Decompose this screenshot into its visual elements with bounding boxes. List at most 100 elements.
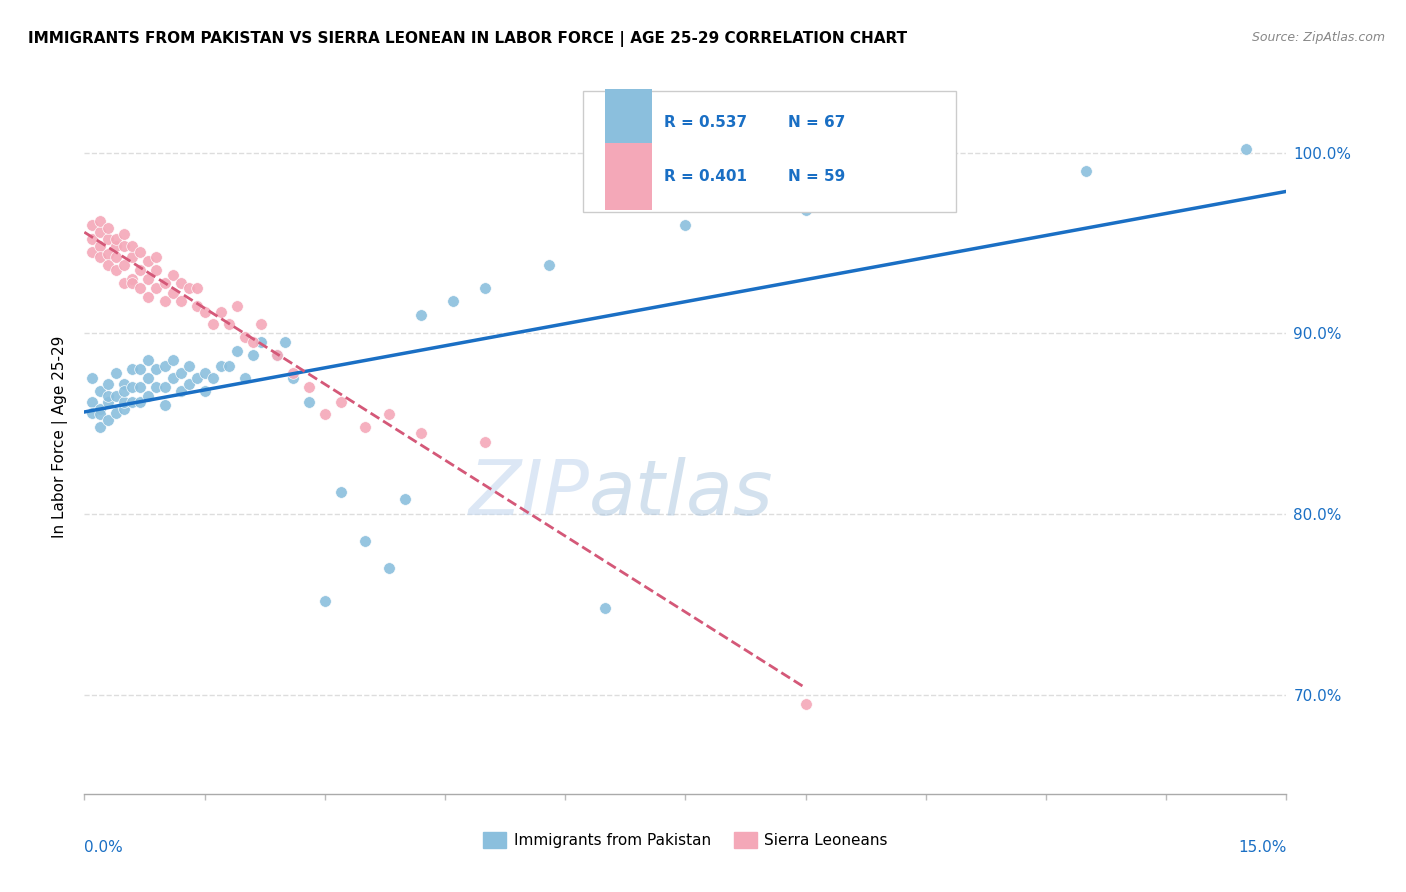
- Text: N = 59: N = 59: [787, 169, 845, 184]
- Point: [114, 258, 135, 272]
- Point: [138, 389, 160, 403]
- Point: [114, 239, 135, 253]
- Point: [281, 366, 304, 380]
- Point: [82, 406, 104, 420]
- Point: [105, 366, 128, 380]
- Point: [129, 281, 152, 295]
- Point: [138, 290, 160, 304]
- Point: [169, 293, 191, 308]
- Point: [329, 395, 352, 409]
- Point: [82, 218, 104, 232]
- Point: [474, 434, 496, 449]
- Point: [145, 380, 167, 394]
- Point: [82, 244, 104, 259]
- Point: [114, 276, 135, 290]
- Point: [194, 384, 217, 398]
- Point: [209, 304, 232, 318]
- Point: [114, 384, 135, 398]
- Point: [129, 362, 152, 376]
- Point: [177, 359, 200, 373]
- Point: [266, 348, 288, 362]
- Point: [89, 402, 111, 417]
- Point: [114, 227, 135, 241]
- Point: [129, 395, 152, 409]
- Point: [114, 395, 135, 409]
- Point: [194, 366, 217, 380]
- Point: [138, 254, 160, 268]
- Point: [105, 263, 128, 277]
- Point: [266, 348, 288, 362]
- Point: [97, 232, 120, 246]
- Text: atlas: atlas: [589, 458, 773, 531]
- Point: [105, 406, 128, 420]
- Point: [675, 218, 697, 232]
- FancyBboxPatch shape: [605, 89, 652, 156]
- Point: [138, 272, 160, 286]
- Point: [242, 348, 264, 362]
- Point: [145, 263, 167, 277]
- Y-axis label: In Labor Force | Age 25-29: In Labor Force | Age 25-29: [52, 336, 69, 538]
- Point: [225, 344, 247, 359]
- Point: [409, 308, 432, 322]
- Point: [89, 420, 111, 434]
- Point: [249, 317, 271, 331]
- Point: [915, 186, 938, 200]
- Point: [409, 425, 432, 440]
- Point: [162, 371, 184, 385]
- Point: [121, 239, 143, 253]
- Point: [298, 380, 321, 394]
- Point: [89, 214, 111, 228]
- Point: [114, 402, 135, 417]
- FancyBboxPatch shape: [583, 91, 956, 212]
- Point: [105, 239, 128, 253]
- Point: [121, 395, 143, 409]
- Point: [97, 413, 120, 427]
- Point: [441, 293, 464, 308]
- Point: [162, 353, 184, 368]
- Point: [82, 395, 104, 409]
- Point: [474, 281, 496, 295]
- Point: [89, 225, 111, 239]
- Point: [129, 244, 152, 259]
- Point: [162, 286, 184, 301]
- Text: ZIP: ZIP: [468, 458, 589, 531]
- Point: [329, 485, 352, 500]
- Point: [201, 371, 224, 385]
- Point: [121, 272, 143, 286]
- Point: [209, 359, 232, 373]
- Text: N = 67: N = 67: [787, 115, 845, 130]
- Point: [153, 359, 176, 373]
- Point: [314, 593, 336, 607]
- Point: [89, 250, 111, 264]
- Point: [233, 330, 256, 344]
- Point: [129, 380, 152, 394]
- Point: [794, 203, 817, 218]
- Point: [97, 376, 120, 391]
- Point: [114, 376, 135, 391]
- Point: [89, 408, 111, 422]
- Point: [194, 304, 217, 318]
- Point: [145, 362, 167, 376]
- Point: [169, 276, 191, 290]
- Text: 0.0%: 0.0%: [84, 840, 124, 855]
- Point: [153, 380, 176, 394]
- Point: [138, 353, 160, 368]
- Point: [186, 371, 208, 385]
- Point: [89, 384, 111, 398]
- Point: [298, 395, 321, 409]
- Point: [138, 371, 160, 385]
- Point: [153, 276, 176, 290]
- FancyBboxPatch shape: [605, 143, 652, 211]
- Point: [378, 408, 401, 422]
- Point: [225, 299, 247, 313]
- Point: [281, 371, 304, 385]
- Text: Source: ZipAtlas.com: Source: ZipAtlas.com: [1251, 31, 1385, 45]
- Point: [186, 281, 208, 295]
- Legend: Immigrants from Pakistan, Sierra Leoneans: Immigrants from Pakistan, Sierra Leonean…: [477, 826, 894, 854]
- Point: [97, 395, 120, 409]
- Point: [249, 335, 271, 350]
- Point: [1076, 163, 1098, 178]
- Point: [153, 399, 176, 413]
- Point: [97, 258, 120, 272]
- Point: [145, 250, 167, 264]
